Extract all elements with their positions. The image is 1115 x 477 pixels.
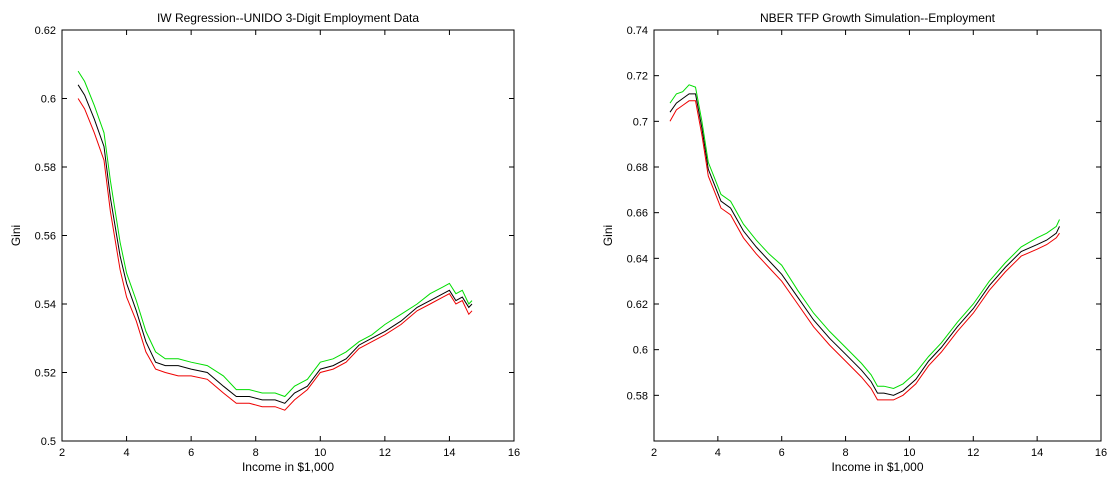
chart-title: NBER TFP Growth Simulation--Employment (760, 11, 996, 25)
x-axis-label: Income in $1,000 (831, 460, 923, 474)
series-line-1 (669, 93, 1060, 396)
y-tick-label: 0.58 (35, 162, 56, 174)
plot-frame (653, 29, 1102, 442)
x-tick-label: 2 (59, 447, 65, 459)
chart-title: IW Regression--UNIDO 3-Digit Employment … (157, 11, 419, 25)
y-tick-label: 0.6 (41, 94, 56, 106)
x-tick-label: 4 (715, 447, 721, 459)
x-tick-label: 16 (1095, 447, 1107, 459)
series-line-2 (77, 98, 473, 411)
x-tick-label: 12 (967, 447, 979, 459)
y-tick-label: 0.7 (633, 116, 648, 128)
y-tick-label: 0.62 (627, 299, 648, 311)
y-axis-label: Gini (9, 225, 23, 246)
series-line-0 (669, 84, 1060, 390)
y-tick-label: 0.56 (35, 231, 56, 243)
x-tick-label: 6 (779, 447, 785, 459)
y-tick-label: 0.6 (633, 345, 648, 357)
y-tick-label: 0.54 (35, 299, 56, 311)
x-tick-label: 8 (253, 447, 259, 459)
series-line-1 (77, 84, 473, 404)
y-tick-label: 0.5 (41, 436, 56, 448)
series-line-2 (669, 100, 1060, 401)
x-tick-label: 4 (124, 447, 130, 459)
y-tick-label: 0.66 (627, 208, 648, 220)
x-tick-label: 12 (379, 447, 391, 459)
x-tick-label: 14 (1031, 447, 1043, 459)
series-line-0 (77, 70, 473, 398)
y-tick-label: 0.58 (627, 390, 648, 402)
y-tick-label: 0.68 (627, 162, 648, 174)
chart-left: 2 4 6 8 10 12 14 16 0.5 0.52 0.54 0.56 0.58 0.6 0.62 IW… (9, 11, 520, 474)
x-tick-label: 2 (651, 447, 657, 459)
plot-frame (61, 29, 515, 442)
y-axis-label: Gini (601, 225, 615, 246)
y-tick-label: 0.52 (35, 368, 56, 380)
x-tick-label: 6 (188, 447, 194, 459)
x-tick-label: 10 (903, 447, 915, 459)
y-tick-label: 0.62 (35, 25, 56, 37)
x-axis-label: Income in $1,000 (242, 460, 334, 474)
y-tick-label: 0.74 (627, 25, 648, 37)
x-tick-label: 14 (443, 447, 455, 459)
y-tick-label: 0.72 (627, 71, 648, 83)
y-tick-label: 0.64 (627, 253, 648, 265)
chart-right: 2 4 6 8 10 12 14 16 0.58 0.6 0.62 0.64 0.66 0.68 0.7 0.… (601, 11, 1107, 474)
x-tick-label: 16 (508, 447, 520, 459)
x-tick-label: 10 (314, 447, 326, 459)
x-tick-label: 8 (843, 447, 849, 459)
